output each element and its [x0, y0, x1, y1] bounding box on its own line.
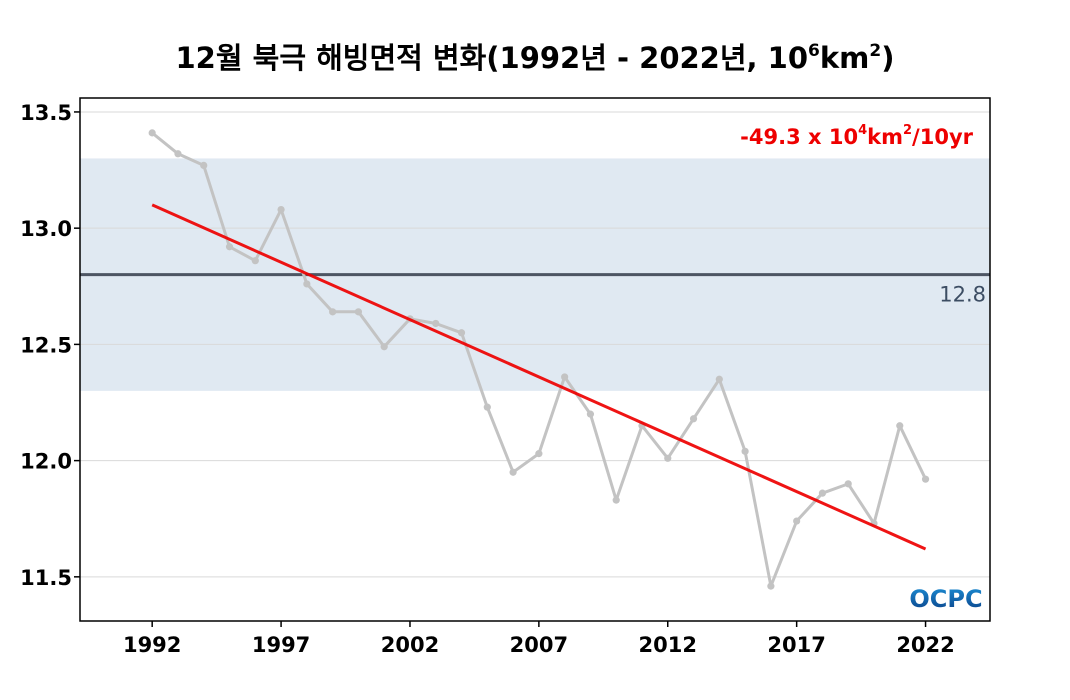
point-2001: [380, 343, 388, 351]
point-2005: [483, 403, 491, 411]
point-2012: [664, 454, 672, 462]
point-1997: [277, 205, 285, 214]
point-2007: [535, 450, 543, 458]
point-2010: [612, 496, 620, 504]
point-2018: [818, 489, 827, 497]
point-2009: [586, 410, 595, 418]
x-tick-label-2002: 2002: [381, 633, 439, 657]
x-tick-label-2017: 2017: [767, 633, 825, 657]
mean-label: 12.8: [939, 283, 986, 307]
plot-frame: [79, 97, 991, 622]
point-1998: [303, 280, 311, 288]
point-2003: [432, 319, 440, 328]
point-2019: [844, 480, 852, 488]
point-2017: [793, 517, 801, 525]
ocpc-logo: OCPC: [909, 585, 982, 613]
y-tick-label-4: 13.5: [20, 101, 72, 125]
point-1992: [148, 129, 156, 137]
x-tick-label-2012: 2012: [639, 633, 697, 657]
point-2021: [896, 422, 904, 430]
point-2015: [741, 447, 749, 455]
point-2006: [509, 468, 517, 476]
point-1994: [200, 161, 208, 170]
y-tick-label-2: 12.5: [20, 333, 72, 357]
point-1995: [225, 243, 234, 251]
point-2014: [715, 375, 723, 383]
point-1996: [251, 257, 259, 265]
trend-line: [151, 203, 927, 551]
grid-lines: [80, 111, 990, 578]
point-2013: [689, 415, 698, 423]
point-2000: [354, 308, 363, 316]
point-2016: [767, 582, 775, 590]
x-tick-label-1997: 1997: [252, 633, 310, 657]
y-axis-ticks: 11.5 12.0 12.5 13.0 13.5: [20, 101, 80, 590]
y-tick-label-3: 13.0: [20, 217, 72, 241]
point-1999: [329, 308, 337, 316]
series-points: [148, 129, 930, 590]
point-2004: [457, 329, 466, 337]
trend-label: -49.3 x 104km2/10yr: [740, 123, 973, 149]
x-tick-label-1992: 1992: [123, 633, 181, 657]
point-2022: [921, 475, 930, 483]
point-2008: [561, 373, 569, 381]
chart-title: 12월 북극 해빙면적 변화(1992년 - 2022년, 106km2): [176, 41, 895, 75]
point-1993: [174, 150, 182, 158]
x-axis-ticks: 1992 1997 2002 2007 2012 2017 2022: [123, 621, 955, 657]
series-group: [148, 129, 930, 590]
x-tick-label-2022: 2022: [896, 633, 954, 657]
y-tick-label-0: 11.5: [20, 566, 72, 590]
y-tick-label-1: 12.0: [20, 450, 72, 474]
x-tick-label-2007: 2007: [510, 633, 568, 657]
